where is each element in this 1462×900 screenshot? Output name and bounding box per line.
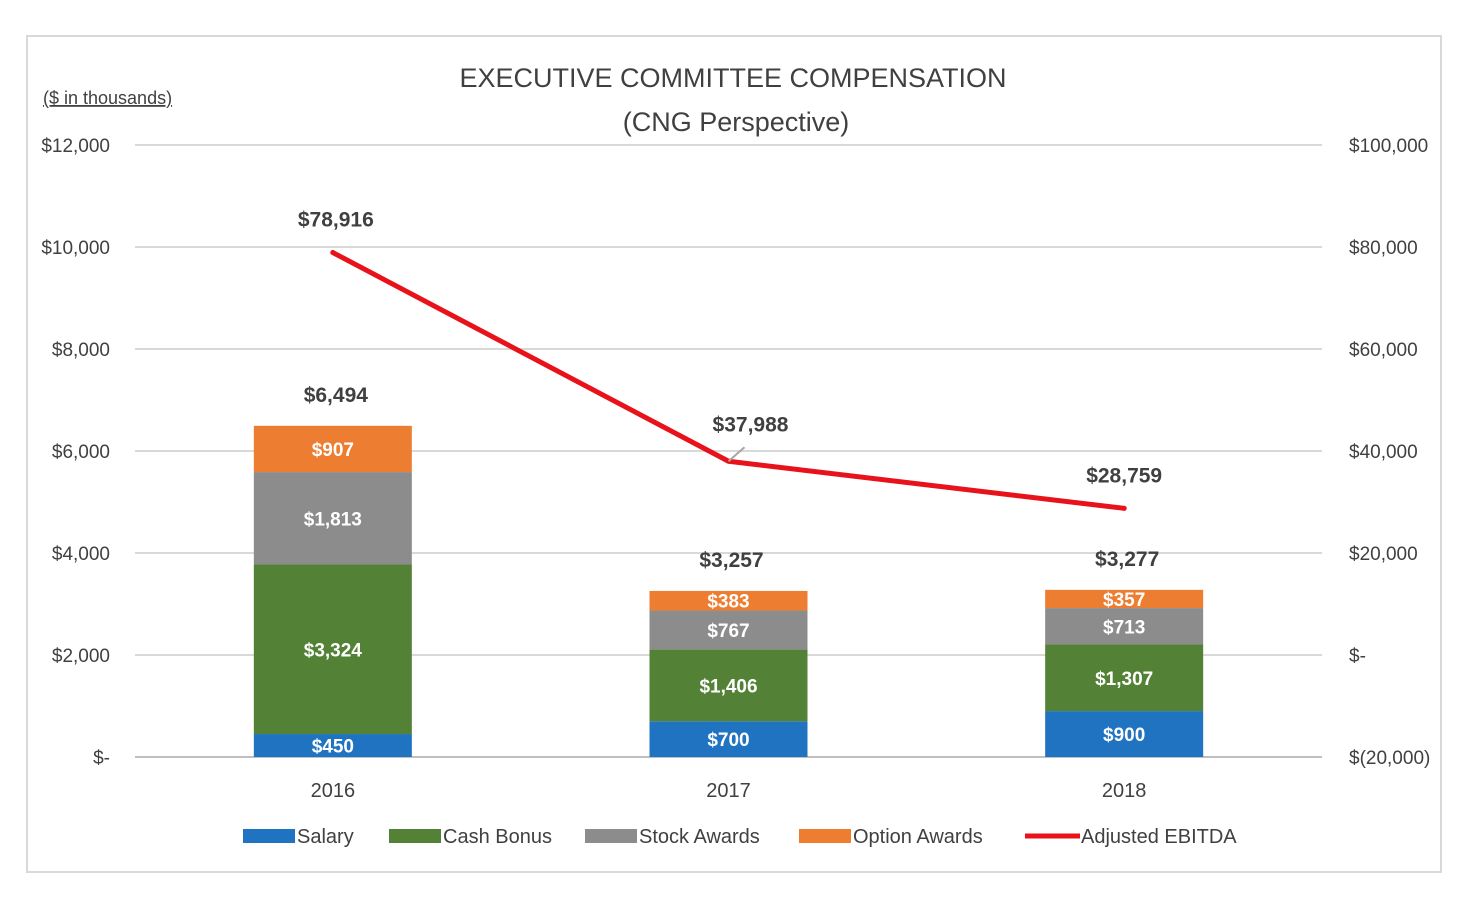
units-note: ($ in thousands) bbox=[43, 88, 172, 108]
bar-total-label: $3,277 bbox=[1095, 548, 1159, 571]
bar-value-label: $700 bbox=[707, 730, 749, 751]
y-tick-label: $2,000 bbox=[52, 646, 110, 667]
bar-segment bbox=[649, 610, 808, 650]
bar-value-label: $900 bbox=[1103, 725, 1145, 746]
legend-swatch bbox=[389, 829, 441, 843]
x-tick-label: 2017 bbox=[706, 780, 751, 802]
y2-tick-label: $(20,000) bbox=[1349, 748, 1430, 769]
y-tick-label: $10,000 bbox=[41, 238, 110, 259]
ebitda-value-label: $28,759 bbox=[1086, 464, 1162, 487]
ebitda-line bbox=[330, 250, 1127, 511]
y-tick-label: $8,000 bbox=[52, 340, 110, 361]
ebitda-value-label: $78,916 bbox=[298, 209, 374, 232]
legend-label: Cash Bonus bbox=[443, 826, 552, 848]
y2-tick-label: $- bbox=[1349, 646, 1366, 667]
bar-value-label: $713 bbox=[1103, 617, 1145, 638]
x-tick-label: 2018 bbox=[1102, 780, 1147, 802]
bar-total-label: $3,257 bbox=[699, 549, 763, 572]
ebitda-value-label: $37,988 bbox=[713, 413, 789, 436]
bar-value-label: $450 bbox=[312, 737, 354, 758]
bar-value-label: $767 bbox=[707, 621, 749, 642]
ebitda-label-leader bbox=[727, 446, 746, 463]
bar-stacks bbox=[253, 425, 1204, 757]
data-labels: $450 $3,324 $1,813 $907 $6,494 $700 $1,406 $767… bbox=[298, 209, 1162, 758]
y-tick-label: $4,000 bbox=[52, 544, 110, 565]
legend-swatch bbox=[799, 829, 851, 843]
y-tick-label: $12,000 bbox=[41, 136, 110, 157]
legend-swatch bbox=[243, 829, 295, 843]
bar-segment bbox=[1045, 644, 1204, 712]
bar-segment bbox=[1045, 589, 1204, 609]
bar-segment bbox=[649, 649, 808, 722]
bar-segment bbox=[253, 472, 412, 565]
x-tick-label: 2016 bbox=[311, 780, 356, 802]
y-tick-label: $- bbox=[93, 748, 110, 769]
bar-value-label: $1,813 bbox=[304, 509, 362, 530]
ebitda-point bbox=[330, 250, 336, 256]
axes: $- $2,000 $4,000 $6,000 $8,000 $10,000 $12,000… bbox=[41, 136, 1430, 802]
bar-total-label: $6,494 bbox=[304, 384, 369, 407]
bar-segment bbox=[1045, 608, 1204, 645]
chart-title: EXECUTIVE COMMITTEE COMPENSATION bbox=[459, 63, 1006, 93]
y2-tick-label: $100,000 bbox=[1349, 136, 1428, 157]
bar-value-label: $1,406 bbox=[699, 676, 757, 697]
legend: Salary Cash Bonus Stock Awards Option Award… bbox=[243, 826, 1237, 848]
y2-tick-label: $80,000 bbox=[1349, 238, 1418, 259]
legend-label: Adjusted EBITDA bbox=[1081, 826, 1237, 848]
ebitda-line-layer bbox=[330, 250, 1127, 511]
bar-segment bbox=[253, 734, 412, 757]
legend-label: Stock Awards bbox=[639, 826, 760, 848]
bar-segment bbox=[649, 721, 808, 757]
bar-value-label: $1,307 bbox=[1095, 669, 1153, 690]
y2-tick-label: $60,000 bbox=[1349, 340, 1418, 361]
bar-value-label: $907 bbox=[312, 440, 354, 461]
bar-segment bbox=[649, 590, 808, 611]
legend-label: Salary bbox=[297, 826, 354, 848]
bar-segment bbox=[253, 564, 412, 735]
bar-segment bbox=[1045, 711, 1204, 757]
bar-value-label: $357 bbox=[1103, 590, 1145, 611]
y2-tick-label: $40,000 bbox=[1349, 442, 1418, 463]
y2-tick-label: $20,000 bbox=[1349, 544, 1418, 565]
bar-segment bbox=[253, 425, 412, 473]
ebitda-point bbox=[1121, 505, 1127, 511]
bar-value-label: $383 bbox=[707, 592, 749, 613]
legend-label: Option Awards bbox=[853, 826, 983, 848]
chart-subtitle: (CNG Perspective) bbox=[623, 107, 850, 137]
bar-value-label: $3,324 bbox=[304, 640, 363, 661]
y-tick-label: $6,000 bbox=[52, 442, 110, 463]
legend-swatch bbox=[585, 829, 637, 843]
